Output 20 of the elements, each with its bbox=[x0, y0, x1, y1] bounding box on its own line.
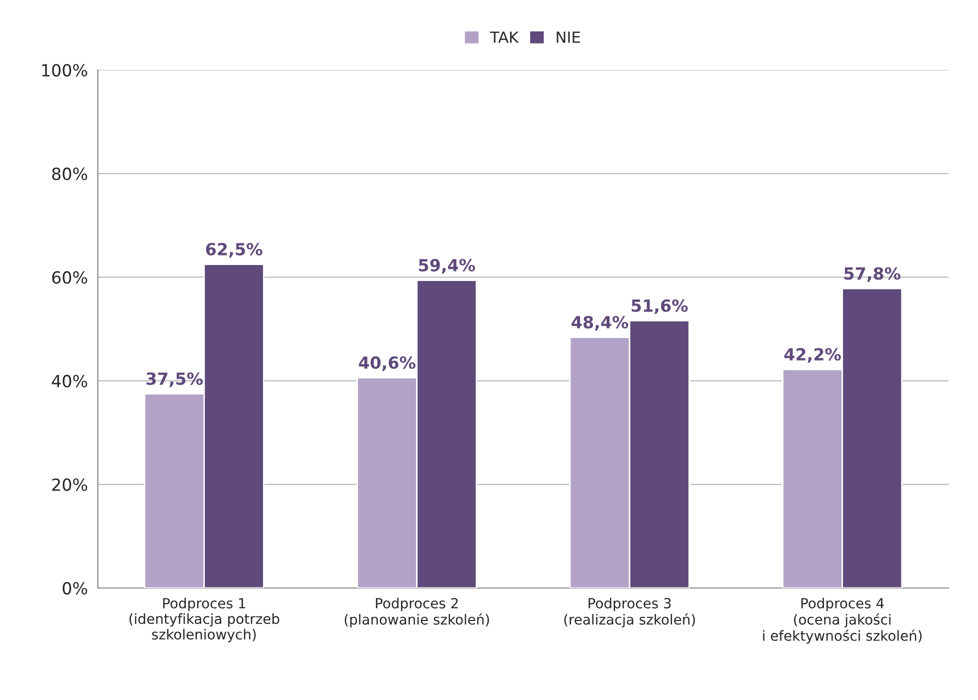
data-label: 51,6% bbox=[632, 299, 688, 314]
x-tick-label: Podproces 1 (identyfikacja potrzeb szkoleniowych) bbox=[129, 598, 280, 642]
data-label: 40,6% bbox=[358, 356, 416, 372]
x-tick-label: Podproces 2 (planowanie szkoleń) bbox=[344, 598, 489, 628]
data-label: 59,4% bbox=[419, 258, 476, 274]
y-tick-label: 20% bbox=[52, 478, 88, 491]
y-tick-label: 0% bbox=[62, 582, 88, 595]
data-label: 37,5% bbox=[146, 372, 203, 388]
legend-label: NIE bbox=[556, 32, 580, 43]
x-tick-label: Podproces 3 (realizacja szkoleń) bbox=[564, 598, 695, 628]
y-tick-label: 60% bbox=[52, 271, 88, 284]
legend-label: TAK bbox=[490, 32, 519, 43]
y-tick-label: 40% bbox=[52, 374, 88, 388]
data-label: 62,5% bbox=[206, 242, 262, 258]
data-label: 57,8% bbox=[844, 267, 900, 282]
y-tick-label: 80% bbox=[52, 168, 88, 180]
data-label: 42,2% bbox=[784, 348, 841, 363]
x-tick-label: Podproces 4 (ocena jakości i efektywności szkoleń) bbox=[763, 598, 922, 644]
data-label: 48,4% bbox=[572, 316, 628, 331]
y-tick-label: 100% bbox=[42, 64, 88, 77]
